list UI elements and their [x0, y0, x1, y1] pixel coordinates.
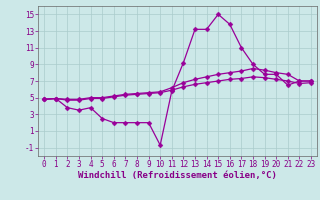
X-axis label: Windchill (Refroidissement éolien,°C): Windchill (Refroidissement éolien,°C) — [78, 171, 277, 180]
